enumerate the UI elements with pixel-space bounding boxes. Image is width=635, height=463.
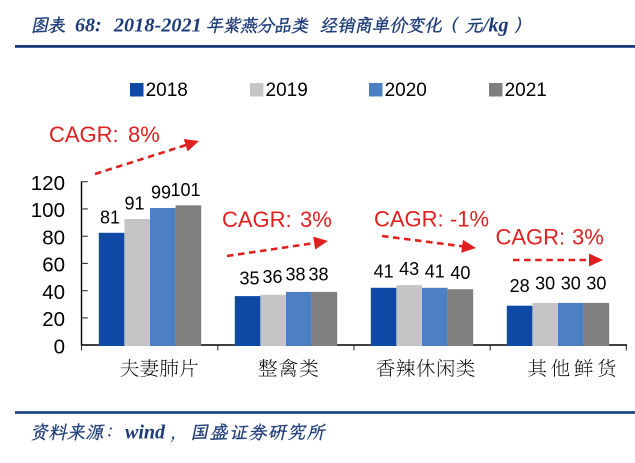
- svg-text:36: 36: [262, 267, 282, 287]
- svg-text:43: 43: [399, 259, 419, 279]
- svg-text:41: 41: [374, 262, 394, 282]
- svg-text:35: 35: [239, 269, 259, 289]
- svg-text:60: 60: [42, 254, 65, 277]
- svg-text:3%: 3%: [300, 207, 332, 232]
- svg-text:30: 30: [535, 273, 555, 293]
- svg-text:99: 99: [151, 183, 171, 203]
- svg-text:2019: 2019: [266, 80, 308, 101]
- svg-text:41: 41: [425, 262, 445, 282]
- svg-text:81: 81: [100, 207, 120, 227]
- svg-text:30: 30: [561, 273, 581, 293]
- svg-text:40: 40: [450, 263, 470, 283]
- svg-text:120: 120: [31, 172, 65, 195]
- svg-text:CAGR:: CAGR:: [374, 207, 444, 232]
- svg-text:38: 38: [285, 264, 305, 284]
- svg-text:80: 80: [42, 226, 65, 249]
- svg-text:2018: 2018: [146, 80, 188, 101]
- svg-text:91: 91: [124, 194, 144, 214]
- svg-text:2020: 2020: [385, 80, 427, 101]
- svg-text:CAGR:: CAGR:: [49, 122, 119, 147]
- svg-text:2018-2021: 2018-2021: [113, 15, 202, 37]
- svg-text:-1%: -1%: [450, 207, 489, 232]
- svg-text:8%: 8%: [128, 122, 160, 147]
- svg-text:/kg: /kg: [481, 15, 509, 37]
- svg-text:2021: 2021: [505, 80, 547, 101]
- svg-text:CAGR:: CAGR:: [222, 207, 292, 232]
- svg-text:28: 28: [510, 276, 530, 296]
- svg-text:0: 0: [54, 335, 65, 358]
- svg-text:100: 100: [31, 199, 65, 222]
- svg-text:20: 20: [42, 308, 65, 331]
- svg-text:101: 101: [170, 180, 200, 200]
- svg-text:wind: wind: [125, 422, 166, 444]
- svg-text:38: 38: [308, 264, 328, 284]
- svg-text:3%: 3%: [572, 225, 604, 250]
- svg-text:CAGR:: CAGR:: [496, 225, 566, 250]
- svg-text:30: 30: [586, 273, 606, 293]
- svg-text:40: 40: [42, 281, 65, 304]
- svg-text:68:: 68:: [75, 15, 102, 37]
